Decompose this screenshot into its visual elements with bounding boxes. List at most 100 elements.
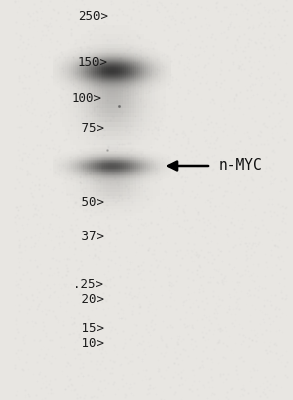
Bar	[132, 61, 134, 62]
Bar	[116, 167, 118, 168]
Bar	[124, 163, 126, 164]
Bar	[158, 62, 160, 67]
Bar	[130, 86, 132, 87]
Bar	[97, 49, 98, 50]
Bar	[91, 61, 93, 62]
Bar	[69, 164, 71, 165]
Bar	[57, 170, 59, 171]
Bar	[144, 161, 146, 162]
Bar	[156, 163, 158, 164]
Bar	[59, 158, 61, 159]
Bar	[150, 151, 152, 152]
Bar	[128, 55, 130, 56]
Bar	[150, 156, 152, 157]
Bar	[110, 183, 112, 184]
Bar	[97, 61, 98, 62]
Bar	[100, 177, 103, 178]
Bar	[132, 66, 134, 68]
Bar	[124, 169, 126, 170]
Bar	[91, 155, 93, 156]
Bar	[150, 77, 152, 78]
Bar	[110, 78, 112, 79]
Bar	[118, 177, 120, 178]
Bar	[126, 168, 130, 171]
Bar	[140, 162, 142, 163]
Bar	[121, 48, 123, 53]
Bar	[65, 67, 68, 71]
Bar	[131, 39, 134, 44]
Bar	[138, 178, 140, 179]
Bar	[153, 175, 156, 178]
Bar	[139, 99, 142, 104]
Bar	[81, 80, 83, 81]
Bar	[112, 173, 114, 174]
Bar	[81, 153, 83, 154]
Bar	[55, 60, 57, 61]
Bar	[134, 175, 136, 176]
Bar	[90, 209, 93, 213]
Bar	[97, 117, 99, 122]
Bar	[91, 99, 94, 104]
Bar	[107, 48, 110, 53]
Bar	[134, 131, 137, 136]
Bar	[80, 161, 83, 164]
Bar	[148, 158, 150, 159]
Bar	[89, 86, 91, 87]
Bar	[116, 152, 118, 153]
Bar	[167, 76, 169, 77]
Bar	[103, 161, 105, 162]
Bar	[98, 170, 100, 171]
Bar	[100, 79, 103, 80]
Bar	[154, 66, 156, 68]
Bar	[143, 182, 146, 185]
Bar	[87, 74, 89, 76]
Bar	[130, 74, 132, 76]
Bar	[89, 52, 91, 53]
Bar	[108, 45, 110, 46]
Bar	[134, 179, 136, 180]
Bar	[94, 67, 97, 71]
Bar	[140, 174, 142, 175]
Bar	[130, 169, 132, 170]
Bar	[146, 59, 148, 60]
Bar	[106, 171, 108, 172]
Bar	[93, 157, 95, 158]
Bar	[132, 152, 134, 153]
Bar	[55, 175, 57, 176]
Bar	[146, 206, 150, 209]
Bar	[103, 74, 105, 76]
Bar	[108, 160, 110, 161]
Bar	[99, 71, 102, 76]
Bar	[166, 61, 167, 62]
Bar	[83, 76, 85, 77]
Bar	[120, 74, 122, 76]
Bar	[161, 66, 163, 68]
Bar	[129, 127, 131, 131]
Bar	[126, 62, 129, 67]
Bar	[161, 80, 163, 81]
Bar	[91, 91, 93, 92]
Bar	[98, 179, 100, 180]
Bar	[163, 84, 166, 85]
Bar	[160, 182, 163, 185]
Bar	[65, 175, 67, 176]
Bar	[142, 149, 144, 150]
Bar	[65, 99, 68, 104]
Bar	[75, 74, 77, 76]
Bar	[91, 90, 93, 91]
Bar	[107, 94, 110, 99]
Bar	[77, 90, 79, 91]
Bar	[140, 176, 142, 177]
Bar	[85, 166, 87, 167]
Bar	[126, 34, 129, 39]
Bar	[87, 68, 89, 70]
Bar	[91, 60, 93, 61]
Bar	[158, 84, 159, 85]
Bar	[146, 72, 148, 74]
Bar	[83, 81, 85, 82]
Bar	[97, 90, 99, 94]
Bar	[140, 175, 142, 176]
Bar	[158, 64, 159, 66]
Bar	[150, 53, 152, 57]
Bar	[144, 177, 146, 178]
